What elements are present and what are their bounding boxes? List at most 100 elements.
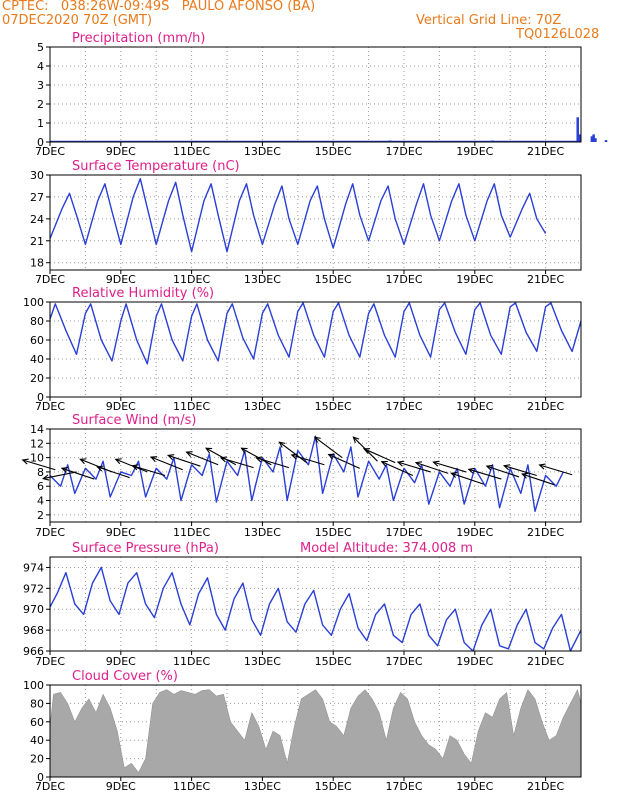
y-tick-label: 18 (30, 257, 44, 270)
x-tick-label: 7DEC (35, 655, 65, 668)
wind-arrow (381, 461, 414, 477)
wind-arrowhead (255, 456, 263, 463)
x-tick-label: 11DEC (173, 145, 210, 158)
x-tick-label: 9DEC (106, 526, 136, 539)
x-tick-label: 13DEC (244, 655, 281, 668)
y-tick-label: 8 (37, 466, 44, 479)
x-tick-label: 9DEC (106, 780, 136, 793)
x-tick-label: 13DEC (244, 780, 281, 793)
y-tick-label: 100 (23, 296, 44, 309)
precip-bar (590, 136, 594, 142)
x-tick-label: 7DEC (35, 780, 65, 793)
wind-arrowhead (352, 436, 360, 443)
panel-title: Surface Temperature (nC) (72, 159, 240, 174)
wind-arrow (291, 454, 325, 466)
wind-arrow (363, 448, 396, 464)
wind-arrowhead (60, 467, 69, 473)
panel-title: Surface Wind (m/s) (72, 413, 196, 428)
series-line (49, 178, 547, 253)
y-tick-label: 974 (23, 561, 44, 574)
wind-arrow (168, 454, 201, 467)
y-tick-label: 0 (37, 771, 44, 784)
x-tick-label: 19DEC (456, 273, 493, 286)
wind-arrowhead (41, 474, 50, 481)
x-tick-label: 19DEC (456, 655, 493, 668)
y-tick-label: 80 (30, 697, 44, 710)
precip-bar (576, 117, 579, 142)
wind-arrowhead (278, 441, 286, 448)
precip-bar (604, 140, 608, 142)
wind-arrow (522, 473, 555, 486)
y-tick-label: 24 (30, 213, 44, 226)
x-tick-label: 21DEC (527, 145, 564, 158)
wind-arrow (43, 471, 77, 480)
wind-arrowhead (313, 436, 321, 443)
wind-arrowhead (520, 472, 529, 479)
wind-arrowhead (362, 448, 371, 454)
wind-arrowhead (21, 458, 29, 465)
panel-frame (49, 556, 582, 652)
x-tick-label: 21DEC (527, 273, 564, 286)
panel-frame (49, 428, 582, 523)
wind-arrow (328, 454, 360, 469)
wind-arrowhead (150, 456, 158, 462)
y-tick-label: 60 (30, 334, 44, 347)
wind-arrowhead (79, 458, 87, 465)
wind-arrowhead (450, 472, 458, 478)
x-tick-label: 19DEC (456, 780, 493, 793)
panel-title: Cloud Cover (%) (72, 669, 178, 684)
wind-arrow (186, 451, 219, 466)
x-tick-label: 17DEC (385, 145, 422, 158)
wind-arrow (150, 456, 183, 471)
series-line (49, 566, 582, 652)
x-tick-label: 9DEC (106, 655, 136, 668)
wind-arrowhead (166, 454, 175, 461)
y-tick-label: 30 (30, 169, 44, 182)
series-line (49, 302, 582, 365)
panel-frame (49, 174, 582, 271)
panel-title: Precipitation (mm/h) (72, 31, 205, 46)
x-tick-label: 13DEC (244, 145, 281, 158)
y-tick-label: 6 (37, 480, 44, 493)
x-tick-label: 19DEC (456, 526, 493, 539)
series-line (49, 435, 564, 512)
x-tick-label: 19DEC (456, 145, 493, 158)
wind-arrowhead (131, 464, 139, 471)
model-altitude-annotation: Model Altitude: 374.008 m (300, 541, 473, 556)
x-tick-label: 17DEC (385, 655, 422, 668)
wind-arrow (279, 441, 307, 464)
y-tick-label: 21 (30, 235, 44, 248)
y-tick-label: 0 (37, 136, 44, 149)
x-tick-label: 17DEC (385, 400, 422, 413)
wind-arrow (314, 436, 343, 459)
y-tick-label: 966 (23, 645, 44, 658)
y-tick-label: 40 (30, 734, 44, 747)
y-tick-label: 14 (30, 423, 44, 436)
y-tick-label: 60 (30, 716, 44, 729)
wind-arrow (97, 466, 130, 479)
x-tick-label: 21DEC (527, 655, 564, 668)
panel-frame (49, 301, 582, 398)
y-tick-label: 5 (37, 41, 44, 54)
x-tick-label: 9DEC (106, 145, 136, 158)
wind-arrowhead (290, 453, 298, 460)
y-tick-label: 4 (37, 60, 44, 73)
y-tick-label: 972 (23, 582, 44, 595)
y-tick-label: 3 (37, 79, 44, 92)
x-tick-label: 7DEC (35, 273, 65, 286)
x-tick-label: 11DEC (173, 780, 210, 793)
wind-arrowhead (432, 460, 440, 467)
wind-arrowhead (380, 460, 388, 467)
header-code: TQ0126L028 (516, 27, 600, 42)
wind-arrowhead (240, 447, 248, 454)
x-tick-label: 15DEC (315, 655, 352, 668)
y-tick-label: 10 (30, 452, 44, 465)
wind-arrowhead (538, 463, 546, 470)
wind-arrow (433, 461, 467, 473)
wind-arrowhead (502, 464, 511, 471)
x-tick-label: 17DEC (385, 526, 422, 539)
cloud-cover-area (49, 688, 582, 778)
y-tick-label: 20 (30, 372, 44, 385)
header-vertical-grid: Vertical Grid Line: 70Z (416, 13, 562, 28)
wind-arrowhead (467, 467, 475, 474)
